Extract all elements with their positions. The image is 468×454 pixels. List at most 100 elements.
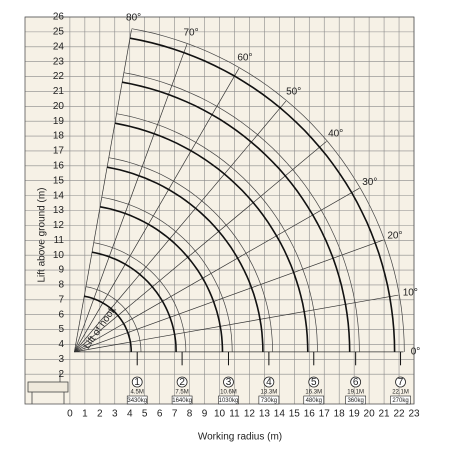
x-tick-label: 17 — [319, 409, 331, 420]
y-tick-label: 15 — [53, 175, 65, 186]
boom-load: 1030kg — [219, 398, 239, 404]
boom-arc — [123, 72, 360, 352]
x-tick-label: 13 — [259, 409, 271, 420]
y-tick-label: 23 — [53, 56, 65, 67]
hook-arc — [129, 37, 396, 352]
angle-ray — [74, 100, 287, 353]
boom-load: 3430kg — [127, 398, 147, 404]
boom-number: 2 — [179, 377, 185, 388]
y-axis-label: Lift above ground (m) — [37, 187, 48, 282]
boom-marker — [223, 376, 234, 388]
x-tick-label: 12 — [244, 409, 256, 420]
x-tick-label: 4 — [127, 409, 133, 420]
x-tick-label: 18 — [334, 409, 346, 420]
angle-ray — [74, 294, 399, 353]
boom-load: 480kg — [306, 398, 322, 404]
load-box — [218, 395, 239, 405]
hook-arc — [122, 81, 351, 352]
x-tick-label: 8 — [187, 409, 193, 420]
boom-length: 19.1M — [347, 390, 364, 396]
x-tick-label: 9 — [202, 409, 208, 420]
boom-load: 360kg — [347, 398, 363, 404]
boom-arc — [116, 113, 318, 352]
hook-arc — [84, 295, 132, 352]
y-tick-label: 2 — [58, 369, 64, 380]
load-box — [345, 395, 366, 405]
angle-ray — [74, 44, 188, 353]
angle-label: 10° — [403, 288, 418, 299]
boom-arc — [93, 242, 187, 352]
boom-marker — [395, 376, 406, 388]
boom-length: 16.3M — [305, 390, 322, 396]
load-box — [303, 395, 325, 405]
angle-label: 50° — [286, 87, 301, 98]
y-tick-label: 6 — [58, 309, 64, 320]
y-tick-label: 8 — [58, 280, 64, 291]
boom-arc — [85, 286, 142, 352]
boom-length: 13.3M — [261, 390, 278, 396]
x-tick-label: 15 — [289, 409, 301, 420]
y-tick-label: 19 — [53, 116, 65, 127]
y-tick-label: 11 — [54, 235, 65, 246]
boom-length: 22.1M — [392, 390, 409, 396]
y-tick-label: 4 — [58, 339, 64, 350]
x-tick-label: 2 — [97, 409, 103, 420]
x-tick-label: 10 — [214, 409, 226, 420]
x-tick-label: 0 — [67, 409, 73, 420]
y-tick-label: 3 — [58, 354, 64, 365]
angle-ray — [74, 239, 384, 353]
boom-number: 6 — [353, 377, 359, 388]
y-tick-label: 13 — [53, 205, 65, 216]
y-tick-label: 21 — [53, 86, 65, 97]
boom-marker — [176, 376, 188, 388]
y-tick-label: 7 — [58, 294, 64, 305]
x-tick-label: 22 — [393, 409, 405, 420]
truck — [27, 372, 69, 404]
boom-number: 7 — [398, 377, 404, 388]
x-tick-label: 11 — [229, 409, 240, 420]
angle-label: 80° — [126, 12, 141, 23]
angle-ray — [74, 68, 240, 353]
boom-length: 7.5M — [175, 390, 188, 396]
y-tick-label: 5 — [58, 324, 64, 335]
y-tick-label: 25 — [53, 27, 65, 38]
angle-label: 40° — [328, 128, 343, 139]
x-tick-label: 6 — [157, 409, 163, 420]
load-box — [258, 395, 280, 405]
hook-arc — [99, 206, 224, 352]
hook-arc — [114, 122, 309, 352]
boom-load: 270kg — [392, 398, 408, 404]
y-tick-label: 10 — [53, 250, 65, 261]
angle-ray — [74, 141, 327, 353]
y-tick-label: 22 — [53, 71, 65, 82]
x-tick-label: 16 — [304, 409, 316, 420]
angle-label: 70° — [183, 28, 198, 39]
angle-label: 30° — [362, 177, 377, 188]
angle-label: 0° — [411, 347, 421, 358]
boom-number: 3 — [226, 377, 232, 388]
y-tick-label: 18 — [53, 131, 65, 142]
angle-ray — [74, 187, 360, 353]
boom-number: 5 — [311, 377, 317, 388]
y-tick-label: 24 — [53, 41, 65, 52]
load-box — [390, 395, 411, 405]
y-tick-label: 20 — [53, 101, 65, 112]
hook-arc — [91, 251, 177, 352]
boom-load: 1640kg — [172, 398, 192, 404]
boom-marker — [308, 376, 320, 388]
angle-label: 60° — [237, 53, 252, 64]
boom-number: 1 — [134, 377, 140, 388]
x-tick-label: 1 — [82, 409, 88, 420]
boom-arc — [108, 157, 273, 352]
boom-arc — [101, 196, 233, 352]
angle-label: 20° — [387, 230, 402, 241]
x-axis-label: Working radius (m) — [198, 432, 282, 443]
x-tick-label: 14 — [274, 409, 286, 420]
hook-arc — [106, 166, 264, 352]
x-tick-label: 19 — [349, 409, 361, 420]
boom-marker — [263, 376, 275, 388]
load-box — [171, 395, 193, 405]
boom-length: 4.5M — [131, 390, 144, 396]
y-tick-label: 16 — [53, 160, 65, 171]
